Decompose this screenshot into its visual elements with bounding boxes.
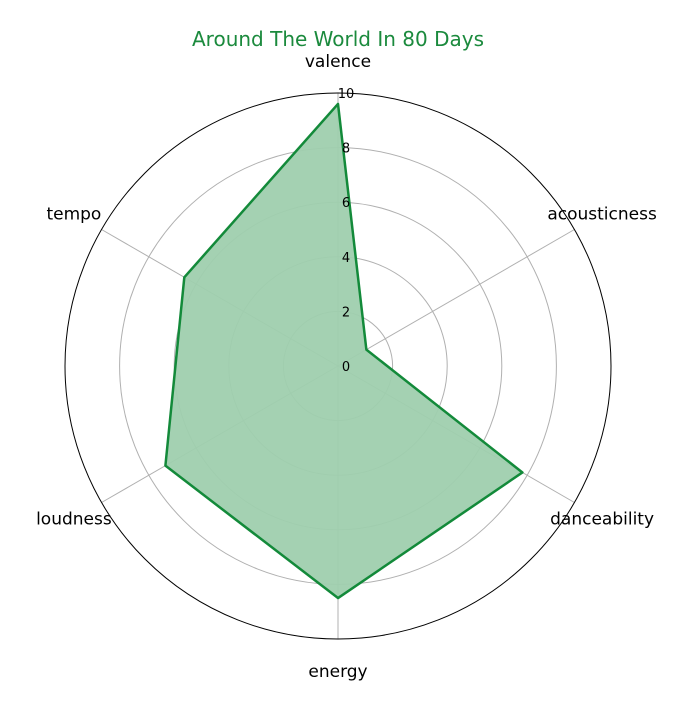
series-area xyxy=(165,103,523,599)
r-tick-label: 10 xyxy=(338,87,355,102)
axis-label-valence: valence xyxy=(305,52,371,72)
axis-label-loudness: loudness xyxy=(36,510,112,530)
axis-label-tempo: tempo xyxy=(46,205,101,225)
data-layer xyxy=(164,102,524,600)
series-line xyxy=(164,102,524,600)
r-tick-label: 4 xyxy=(342,251,350,266)
chart-title: Around The World In 80 Days xyxy=(192,27,484,51)
axis-labels: valence acousticness danceability energy lou… xyxy=(36,52,657,682)
outer-frame xyxy=(64,92,612,640)
r-tick-label: 6 xyxy=(342,196,350,211)
axis-label-acousticness: acousticness xyxy=(547,205,657,225)
spoke-line xyxy=(337,229,575,367)
r-tick-label: 2 xyxy=(342,305,350,320)
radial-ticks: 0 2 4 6 8 10 xyxy=(338,87,355,375)
r-tick-label: 0 xyxy=(342,360,350,375)
axis-label-danceability: danceability xyxy=(550,510,654,530)
axis-label-energy: energy xyxy=(308,662,367,682)
r-tick-label: 8 xyxy=(342,142,350,157)
